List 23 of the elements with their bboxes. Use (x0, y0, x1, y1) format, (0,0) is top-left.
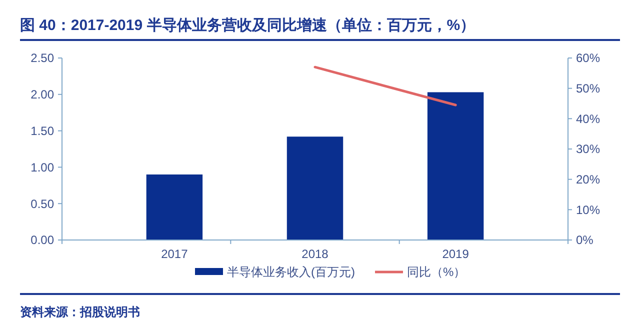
y-tick-label: 0.00 (30, 233, 54, 248)
y2-tick-label: 10% (576, 202, 600, 217)
y-tick-label: 1.00 (30, 160, 54, 174)
x-tick-label: 2019 (442, 247, 470, 261)
y-tick-label: 0.50 (30, 196, 54, 211)
bar (427, 92, 484, 240)
y-tick-label: 2.00 (30, 88, 54, 102)
chart-title: 图 40：2017-2019 半导体业务营收及同比增速（单位：百万元，%） (20, 17, 476, 34)
bar (146, 174, 203, 240)
y-tick-label: 2.50 (30, 51, 54, 66)
text: 资料来源：招股说明书 (20, 305, 140, 319)
y-tick-label: 1.50 (30, 124, 54, 138)
y2-tick-label: 40% (576, 112, 600, 126)
bar (286, 136, 344, 240)
y2-tick-label: 30% (576, 142, 600, 156)
legend-label: 半导体业务收入(百万元) (227, 265, 355, 280)
y2-tick-label: 0% (576, 233, 594, 248)
y2-tick-label: 60% (576, 51, 600, 66)
y2-tick-label: 50% (576, 82, 600, 96)
y2-tick-label: 20% (576, 172, 600, 187)
x-tick-label: 2018 (302, 247, 329, 261)
x-tick-label: 2017 (161, 247, 188, 261)
legend-label: 同比（%） (407, 265, 466, 280)
